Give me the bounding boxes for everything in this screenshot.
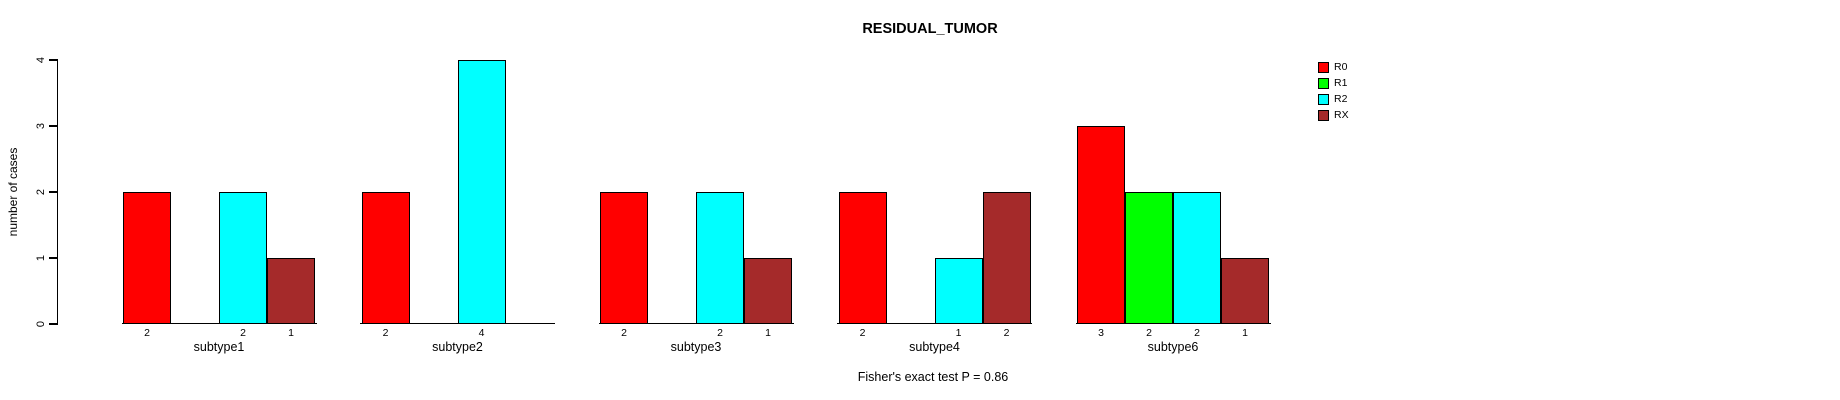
bar-value-label: 1 [288, 327, 294, 339]
legend-swatch [1318, 110, 1329, 121]
bar [696, 192, 744, 324]
bar-value-label: 2 [1146, 327, 1152, 339]
category-label: subtype1 [193, 340, 245, 354]
legend: R0 R1 R2 RX [1318, 62, 1349, 126]
bar-value-label: 2 [859, 327, 866, 339]
y-axis-line [56, 59, 58, 325]
legend-swatch [1318, 78, 1329, 89]
y-tick [48, 59, 57, 61]
y-tick-label: 2 [35, 188, 47, 196]
y-tick [48, 323, 57, 325]
y-axis-label: number of cases [6, 147, 20, 237]
bar [934, 258, 983, 324]
y-tick-label: 0 [35, 320, 47, 328]
legend-item: R0 [1318, 62, 1349, 73]
bar-value-label: 1 [765, 327, 771, 339]
bar-value-label: 2 [1194, 327, 1200, 339]
bar [219, 192, 267, 324]
bar-value-label: 2 [717, 327, 723, 339]
bar-value-label: 2 [382, 327, 389, 339]
bar [361, 192, 410, 324]
y-tick [48, 125, 57, 127]
bar-value-label: 2 [1003, 327, 1010, 339]
y-tick-label: 1 [35, 254, 47, 262]
category-label: subtype3 [670, 340, 722, 354]
fisher-test-annotation: Fisher's exact test P = 0.86 [857, 370, 1009, 384]
chart-title: RESIDUAL_TUMOR [862, 21, 998, 37]
bar [982, 192, 1031, 324]
legend-swatch [1318, 94, 1329, 105]
bar-value-label: 2 [621, 327, 627, 339]
bar [1221, 258, 1269, 324]
y-tick-label: 4 [35, 56, 47, 64]
bar [838, 192, 887, 324]
bar [1125, 192, 1173, 324]
y-tick [48, 257, 57, 259]
bar [123, 192, 171, 324]
bar-value-label: 1 [955, 327, 962, 339]
legend-item: R2 [1318, 94, 1349, 105]
legend-label: R2 [1334, 93, 1348, 105]
bar [1077, 126, 1125, 324]
category-label: subtype6 [1147, 340, 1199, 354]
y-tick [48, 191, 57, 193]
category-label: subtype4 [909, 340, 960, 354]
legend-item: RX [1318, 110, 1349, 121]
legend-label: R0 [1334, 61, 1348, 73]
bar-value-label: 1 [1242, 327, 1248, 339]
category-label: subtype2 [432, 340, 483, 354]
bar [457, 60, 506, 324]
bar-value-label: 4 [478, 327, 485, 339]
legend-swatch [1318, 62, 1329, 73]
legend-label: R1 [1334, 77, 1348, 89]
bar [744, 258, 792, 324]
bar-value-label: 2 [144, 327, 150, 339]
bar-value-label: 3 [1098, 327, 1104, 339]
bar [267, 258, 315, 324]
legend-item: R1 [1318, 78, 1349, 89]
bar-value-label: 2 [240, 327, 246, 339]
legend-label: RX [1334, 109, 1349, 121]
bar [600, 192, 648, 324]
y-tick-label: 3 [35, 122, 47, 130]
bar [1173, 192, 1221, 324]
